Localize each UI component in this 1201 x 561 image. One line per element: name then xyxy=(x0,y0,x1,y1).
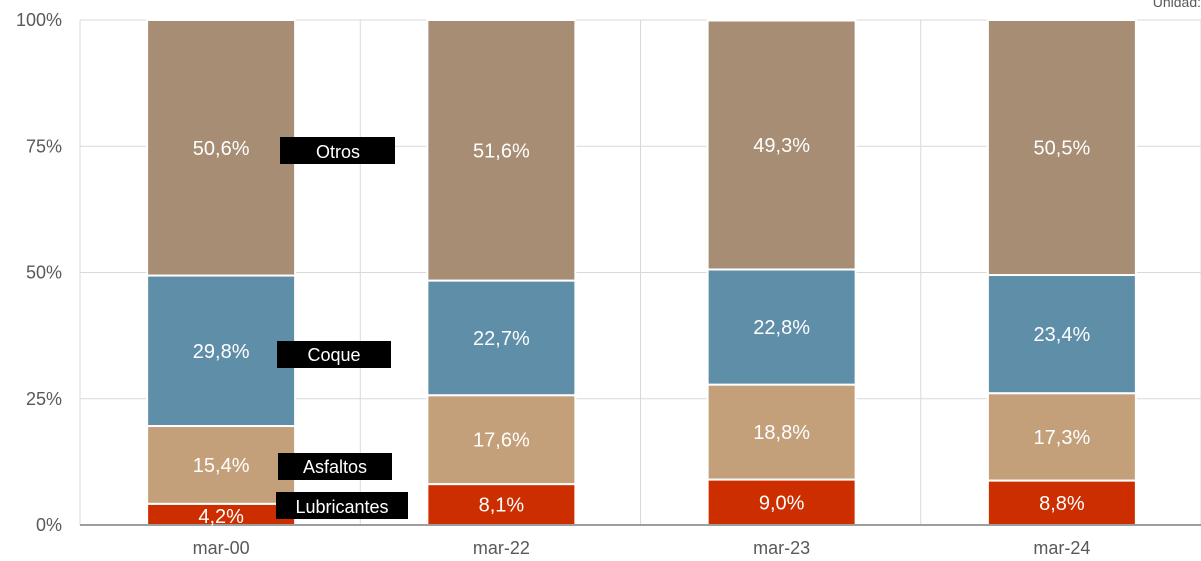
data-label: 51,6% xyxy=(473,140,530,162)
y-tick-label: 25% xyxy=(26,389,62,409)
data-label: 22,8% xyxy=(753,317,810,339)
bar-segment-asfaltos xyxy=(706,383,857,481)
legend: Otros Coque Asfaltos Lubricantes xyxy=(276,137,408,519)
data-label: 17,3% xyxy=(1034,427,1091,449)
legend-label-otros: Otros xyxy=(316,142,360,162)
bar-segment-coque xyxy=(706,268,857,386)
unit-label: Unidad: xyxy=(1153,0,1201,10)
legend-box-asfaltos xyxy=(278,453,392,480)
data-label: 50,6% xyxy=(193,138,250,160)
bar-segment-asfaltos xyxy=(146,425,297,505)
legend-label-coque: Coque xyxy=(307,345,360,365)
data-label: 23,4% xyxy=(1034,324,1091,346)
y-tick-label: 100% xyxy=(16,10,62,30)
legend-label-lubricantes: Lubricantes xyxy=(295,497,388,517)
x-tick-label: mar-22 xyxy=(473,538,530,558)
bar-segment-lubricantes xyxy=(986,479,1137,526)
data-label: 29,8% xyxy=(193,341,250,363)
data-label: 9,0% xyxy=(759,492,805,514)
legend-box-coque xyxy=(277,341,391,368)
bar-segment-otros xyxy=(146,19,297,277)
data-label: 8,8% xyxy=(1039,493,1085,515)
data-label: 8,1% xyxy=(479,495,525,517)
data-label: 4,2% xyxy=(198,506,244,528)
bar-segment-otros xyxy=(706,19,857,271)
axes: 0% 25% 50% 75% 100% mar-00 mar-22 mar-23 mar-24 xyxy=(16,10,1201,558)
data-label: 18,8% xyxy=(753,422,810,444)
legend-box-otros xyxy=(280,137,395,164)
data-label: 50,5% xyxy=(1034,138,1091,160)
bar-segment-asfaltos xyxy=(426,394,577,486)
bar-segment-otros xyxy=(426,19,577,282)
data-label: 49,3% xyxy=(753,135,810,157)
legend-label-asfaltos: Asfaltos xyxy=(303,457,367,477)
y-tick-label: 50% xyxy=(26,263,62,283)
bar-segment-coque xyxy=(146,274,297,428)
x-tick-label: mar-23 xyxy=(753,538,810,558)
y-tick-label: 75% xyxy=(26,136,62,156)
bar-segment-asfaltos xyxy=(986,392,1137,482)
data-label: 15,4% xyxy=(193,455,250,477)
x-tick-label: mar-00 xyxy=(193,538,250,558)
data-label: 22,7% xyxy=(473,328,530,350)
bar-segment-lubricantes xyxy=(426,483,577,526)
legend-box-lubricantes xyxy=(276,492,408,519)
data-label: 17,6% xyxy=(473,430,530,452)
x-tick-label: mar-24 xyxy=(1033,538,1090,558)
y-tick-label: 0% xyxy=(36,515,62,535)
bars xyxy=(146,19,1137,527)
value-labels: 4,2% 15,4% 29,8% 50,6% 8,1% 17,6% 22,7% 51,6% 9,… xyxy=(193,135,1091,528)
bar-segment-otros xyxy=(986,19,1137,277)
